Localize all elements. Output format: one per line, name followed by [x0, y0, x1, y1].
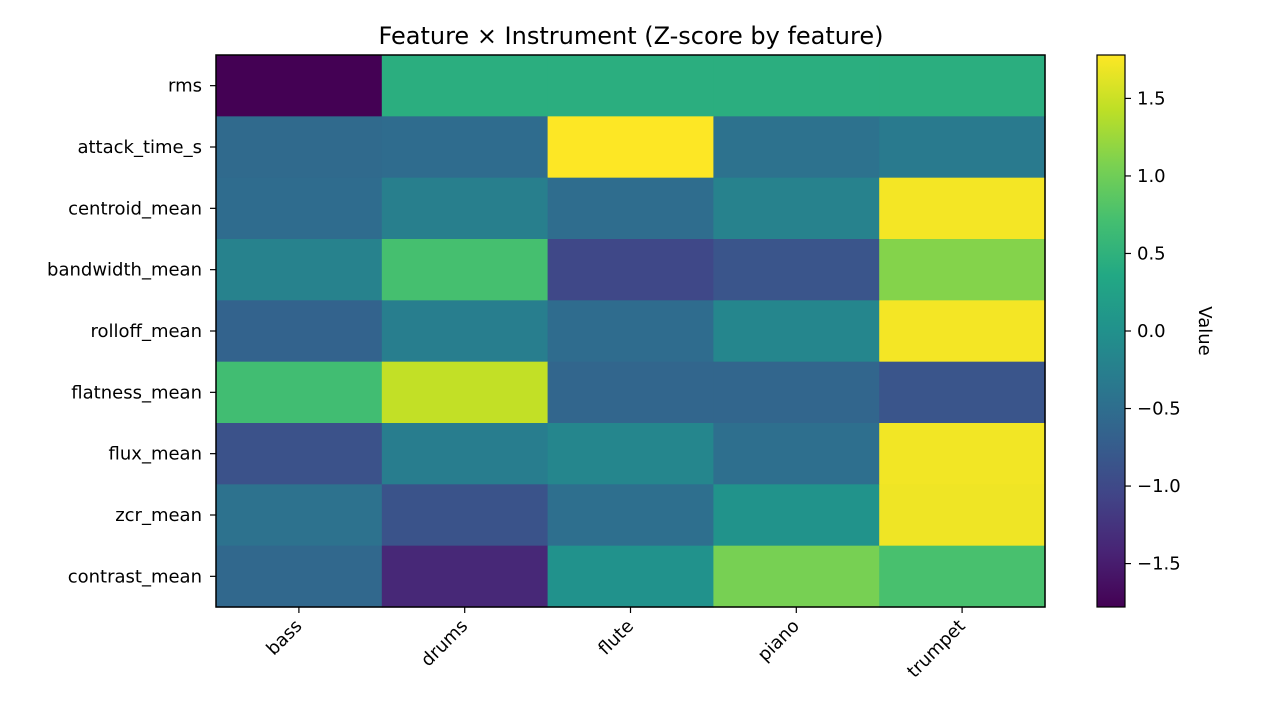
heatmap-cell: [547, 545, 714, 608]
heatmap-cell: [547, 300, 714, 363]
colorbar-tick-label: 0.0: [1137, 321, 1166, 342]
heatmap-cell: [547, 239, 714, 301]
heatmap-cell: [381, 55, 549, 117]
heatmap-cell: [713, 239, 880, 301]
heatmap-cell: [381, 239, 549, 301]
heatmap-cell: [879, 116, 1046, 179]
y-tick-label: rolloff_mean: [91, 321, 202, 342]
colorbar-label: Value: [1194, 306, 1215, 355]
x-tick-label: bass: [262, 616, 306, 660]
heatmap-cell: [216, 116, 383, 179]
y-tick-label: attack_time_s: [77, 137, 202, 158]
heatmap-cell: [713, 484, 880, 547]
heatmap-cell: [879, 545, 1046, 608]
heatmap-cell: [547, 177, 714, 240]
y-tick-label: zcr_mean: [115, 505, 202, 526]
heatmap-cell: [381, 484, 549, 547]
heatmap-cell: [381, 177, 549, 240]
y-tick-label: bandwidth_mean: [47, 260, 202, 281]
colorbar: [1096, 54, 1126, 608]
heatmap-cell: [381, 545, 549, 608]
heatmap-cell: [713, 361, 880, 424]
heatmap-cell: [547, 361, 714, 424]
heatmap-cell: [381, 116, 549, 179]
heatmap-cell: [713, 116, 880, 179]
colorbar-axis: 1.5 1.0 0.5 0.0 −0.5 −1.0 −1.5: [1125, 88, 1181, 575]
heatmap-cell: [879, 300, 1046, 363]
heatmap-cell: [216, 484, 383, 547]
heatmap-cell: [879, 484, 1046, 547]
colorbar-tick-label: 1.0: [1137, 166, 1166, 187]
x-axis: bass drums flute piano trumpet: [262, 607, 970, 682]
colorbar-tick-label: −0.5: [1137, 399, 1181, 420]
x-tick-label: flute: [594, 616, 638, 660]
chart-title: Feature × Instrument (Z-score by feature…: [379, 22, 884, 50]
colorbar-tick-label: 0.5: [1137, 243, 1166, 264]
heatmap-cells: [216, 55, 1046, 608]
colorbar-tick-label: −1.0: [1137, 476, 1181, 497]
heatmap-cell: [216, 55, 383, 117]
heatmap-cell: [713, 55, 880, 117]
heatmap-cell: [381, 423, 549, 485]
heatmap-cell: [216, 423, 383, 485]
heatmap-cell: [547, 55, 714, 117]
heatmap-cell: [713, 300, 880, 363]
heatmap-cell: [216, 361, 383, 424]
y-tick-label: contrast_mean: [68, 566, 202, 587]
heatmap-cell: [216, 545, 383, 608]
heatmap-cell: [879, 239, 1046, 301]
y-tick-label: rms: [168, 76, 202, 97]
heatmap-cell: [713, 545, 880, 608]
heatmap-cell: [879, 361, 1046, 424]
y-tick-label: flux_mean: [109, 444, 202, 465]
heatmap-cell: [713, 423, 880, 485]
colorbar-tick-label: −1.5: [1137, 554, 1181, 575]
heatmap-cell: [216, 177, 383, 240]
heatmap-cell: [547, 423, 714, 485]
y-tick-label: flatness_mean: [71, 382, 202, 403]
heatmap-cell: [713, 177, 880, 240]
x-tick-label: trumpet: [903, 616, 969, 682]
x-tick-label: piano: [754, 616, 804, 666]
heatmap-cell: [879, 423, 1046, 485]
y-axis: rms attack_time_s centroid_mean bandwidth_m…: [47, 76, 216, 587]
colorbar-tick-label: 1.5: [1137, 88, 1166, 109]
heatmap-cell: [547, 116, 714, 179]
heatmap-cell: [381, 300, 549, 363]
heatmap-cell: [879, 55, 1046, 117]
heatmap-cell: [216, 239, 383, 301]
heatmap-cell: [879, 177, 1046, 240]
y-tick-label: centroid_mean: [68, 198, 202, 219]
heatmap-cell: [216, 300, 383, 363]
x-tick-label: drums: [417, 616, 472, 671]
heatmap-cell: [547, 484, 714, 547]
heatmap-cell: [381, 361, 549, 424]
